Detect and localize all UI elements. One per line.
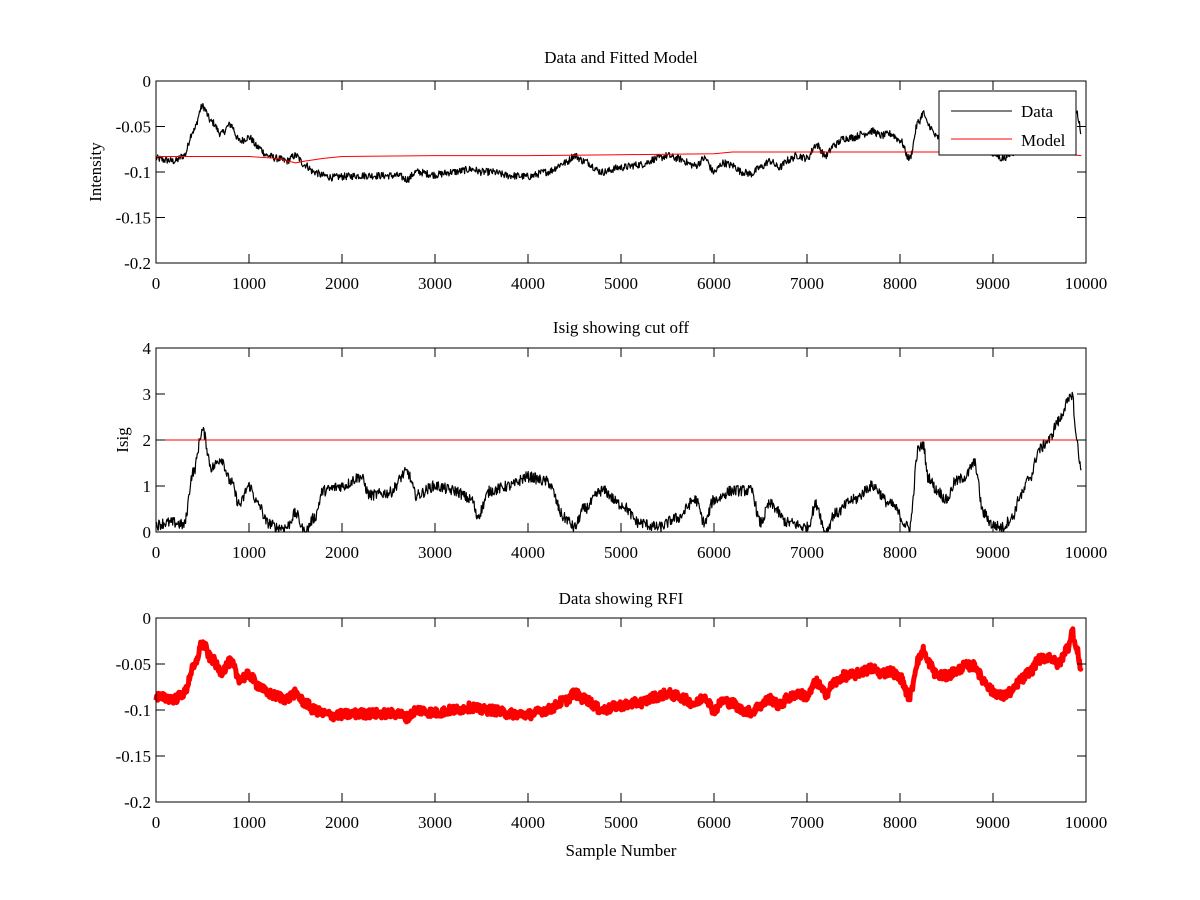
y-tick-label: 4 xyxy=(143,339,152,358)
x-tick-label: 1000 xyxy=(232,274,266,293)
x-tick-label: 8000 xyxy=(883,274,917,293)
x-tick-label: 0 xyxy=(152,813,161,832)
y-tick-label: -0.05 xyxy=(116,655,151,674)
x-tick-label: 7000 xyxy=(790,813,824,832)
y-tick-label: 0 xyxy=(143,72,152,91)
x-tick-label: 9000 xyxy=(976,274,1010,293)
x-tick-label: 3000 xyxy=(418,543,452,562)
y-tick-label: 1 xyxy=(143,477,152,496)
series-line-isig xyxy=(155,391,1082,533)
subplot-2-ticks: 0 1000 2000 3000 4000 5000 6000 7000 8000 9000 100… xyxy=(143,339,1108,562)
legend-label-data: Data xyxy=(1021,102,1054,121)
subplot-3-series xyxy=(153,626,1084,725)
subplot-2-frame xyxy=(155,347,1087,533)
y-tick-label: -0.2 xyxy=(124,793,151,812)
x-tick-label: 4000 xyxy=(511,274,545,293)
subplot-2-series xyxy=(155,391,1086,533)
x-tick-label: 5000 xyxy=(604,543,638,562)
x-tick-label: 8000 xyxy=(883,543,917,562)
y-tick-label: -0.05 xyxy=(116,118,151,137)
x-tick-label: 3000 xyxy=(418,274,452,293)
x-tick-label: 5000 xyxy=(604,274,638,293)
x-tick-label: 9000 xyxy=(976,813,1010,832)
y-tick-label: -0.1 xyxy=(124,163,151,182)
subplot-1-ylabel: Intensity xyxy=(86,142,105,202)
series-line-model xyxy=(156,151,1082,164)
x-tick-label: 0 xyxy=(152,274,161,293)
subplot-2-title: Isig showing cut off xyxy=(553,318,689,337)
subplot-3-xlabel: Sample Number xyxy=(566,841,677,860)
y-tick-label: 0 xyxy=(143,523,152,542)
x-tick-label: 1000 xyxy=(232,813,266,832)
x-tick-label: 6000 xyxy=(697,813,731,832)
y-tick-label: 0 xyxy=(143,609,152,628)
legend-label-model: Model xyxy=(1021,131,1066,150)
y-tick-label: -0.15 xyxy=(116,209,151,228)
subplot-2-ylabel: Isig xyxy=(113,427,132,453)
x-tick-label: 10000 xyxy=(1065,543,1108,562)
x-tick-label: 1000 xyxy=(232,543,266,562)
x-tick-label: 5000 xyxy=(604,813,638,832)
x-tick-label: 9000 xyxy=(976,543,1010,562)
subplot-data-and-model: Data and Fitted Model Intensity 0 1000 200… xyxy=(86,48,1107,293)
x-tick-label: 2000 xyxy=(325,813,359,832)
legend-box xyxy=(938,90,1077,156)
x-tick-label: 6000 xyxy=(697,543,731,562)
subplot-3-frame xyxy=(155,617,1087,803)
y-tick-label: -0.2 xyxy=(124,254,151,273)
subplot-data-rfi: Data showing RFI Sample Number 0 1000 2000… xyxy=(116,589,1108,860)
subplot-1-ticks: 0 1000 2000 3000 4000 5000 6000 7000 8000 9000 100… xyxy=(116,72,1108,293)
x-tick-label: 4000 xyxy=(511,813,545,832)
y-tick-label: -0.1 xyxy=(124,701,151,720)
x-tick-label: 2000 xyxy=(325,274,359,293)
x-tick-label: 7000 xyxy=(790,543,824,562)
x-tick-label: 3000 xyxy=(418,813,452,832)
x-tick-label: 6000 xyxy=(697,274,731,293)
x-tick-label: 10000 xyxy=(1065,274,1108,293)
series-line-data-rfi-marked- xyxy=(153,626,1084,725)
subplot-1-frame xyxy=(155,80,1087,264)
x-tick-label: 2000 xyxy=(325,543,359,562)
x-tick-label: 4000 xyxy=(511,543,545,562)
subplot-3-title: Data showing RFI xyxy=(559,589,684,608)
y-tick-label: -0.15 xyxy=(116,747,151,766)
y-tick-label: 3 xyxy=(143,385,152,404)
legend: Data Model xyxy=(938,90,1077,156)
x-tick-label: 8000 xyxy=(883,813,917,832)
subplot-1-series xyxy=(155,91,1082,183)
subplot-1-title: Data and Fitted Model xyxy=(544,48,698,67)
y-tick-label: 2 xyxy=(143,431,152,450)
x-tick-label: 10000 xyxy=(1065,813,1108,832)
x-tick-label: 7000 xyxy=(790,274,824,293)
x-tick-label: 0 xyxy=(152,543,161,562)
series-line-data xyxy=(155,91,1082,183)
subplot-isig-cutoff: Isig showing cut off Isig 0 1000 2000 3000 4… xyxy=(113,318,1107,562)
